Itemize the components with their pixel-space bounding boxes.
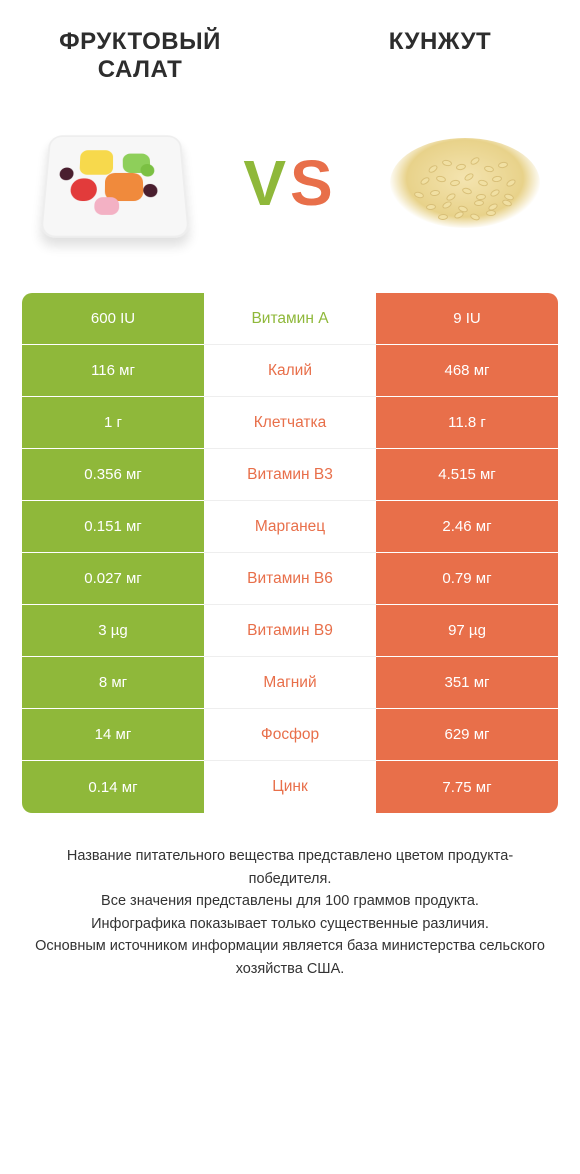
left-value: 3 µg: [22, 605, 204, 657]
nutrient-name: Марганец: [204, 501, 376, 553]
nutrient-name: Фосфор: [204, 709, 376, 761]
left-value: 1 г: [22, 397, 204, 449]
vs-v: V: [243, 147, 290, 219]
nutrient-name: Витамин B3: [204, 449, 376, 501]
nutrient-row: 14 мгФосфор629 мг: [22, 709, 558, 761]
nutrient-row: 1 гКлетчатка11.8 г: [22, 397, 558, 449]
nutrient-name: Витамин A: [204, 293, 376, 345]
right-value: 11.8 г: [376, 397, 558, 449]
left-value: 8 мг: [22, 657, 204, 709]
right-value: 4.515 мг: [376, 449, 558, 501]
vs-s: S: [290, 147, 337, 219]
right-value: 629 мг: [376, 709, 558, 761]
nutrient-row: 0.14 мгЦинк7.75 мг: [22, 761, 558, 813]
nutrient-name: Витамин B6: [204, 553, 376, 605]
nutrient-row: 3 µgВитамин B997 µg: [22, 605, 558, 657]
right-value: 0.79 мг: [376, 553, 558, 605]
nutrient-name: Калий: [204, 345, 376, 397]
right-value: 9 IU: [376, 293, 558, 345]
footer-line: Все значения представлены для 100 граммо…: [30, 890, 550, 912]
left-product-title: ФРУКТОВЫЙ САЛАТ: [30, 28, 250, 83]
nutrient-name: Магний: [204, 657, 376, 709]
vs-row: VS: [0, 83, 580, 293]
left-value: 0.151 мг: [22, 501, 204, 553]
vs-label: VS: [243, 146, 336, 220]
left-value: 14 мг: [22, 709, 204, 761]
left-value: 0.027 мг: [22, 553, 204, 605]
right-value: 468 мг: [376, 345, 558, 397]
footer-notes: Название питательного вещества представл…: [0, 813, 580, 980]
right-product-title: КУНЖУТ: [330, 28, 550, 83]
fruit-salad-icon: [30, 103, 200, 263]
nutrient-name: Клетчатка: [204, 397, 376, 449]
left-value: 116 мг: [22, 345, 204, 397]
nutrient-table: 600 IUВитамин A9 IU116 мгКалий468 мг1 гК…: [22, 293, 558, 813]
footer-line: Основным источником информации является …: [30, 935, 550, 980]
right-value: 351 мг: [376, 657, 558, 709]
footer-line: Инфографика показывает только существенн…: [30, 913, 550, 935]
right-value: 2.46 мг: [376, 501, 558, 553]
nutrient-row: 8 мгМагний351 мг: [22, 657, 558, 709]
nutrient-row: 0.151 мгМарганец2.46 мг: [22, 501, 558, 553]
left-value: 0.14 мг: [22, 761, 204, 813]
left-value: 600 IU: [22, 293, 204, 345]
nutrient-name: Витамин B9: [204, 605, 376, 657]
sesame-icon: [380, 103, 550, 263]
right-value: 7.75 мг: [376, 761, 558, 813]
nutrient-row: 0.356 мгВитамин B34.515 мг: [22, 449, 558, 501]
right-value: 97 µg: [376, 605, 558, 657]
nutrient-row: 600 IUВитамин A9 IU: [22, 293, 558, 345]
nutrient-name: Цинк: [204, 761, 376, 813]
footer-line: Название питательного вещества представл…: [30, 845, 550, 890]
left-value: 0.356 мг: [22, 449, 204, 501]
nutrient-row: 116 мгКалий468 мг: [22, 345, 558, 397]
header: ФРУКТОВЫЙ САЛАТ КУНЖУТ: [0, 0, 580, 83]
nutrient-row: 0.027 мгВитамин B60.79 мг: [22, 553, 558, 605]
